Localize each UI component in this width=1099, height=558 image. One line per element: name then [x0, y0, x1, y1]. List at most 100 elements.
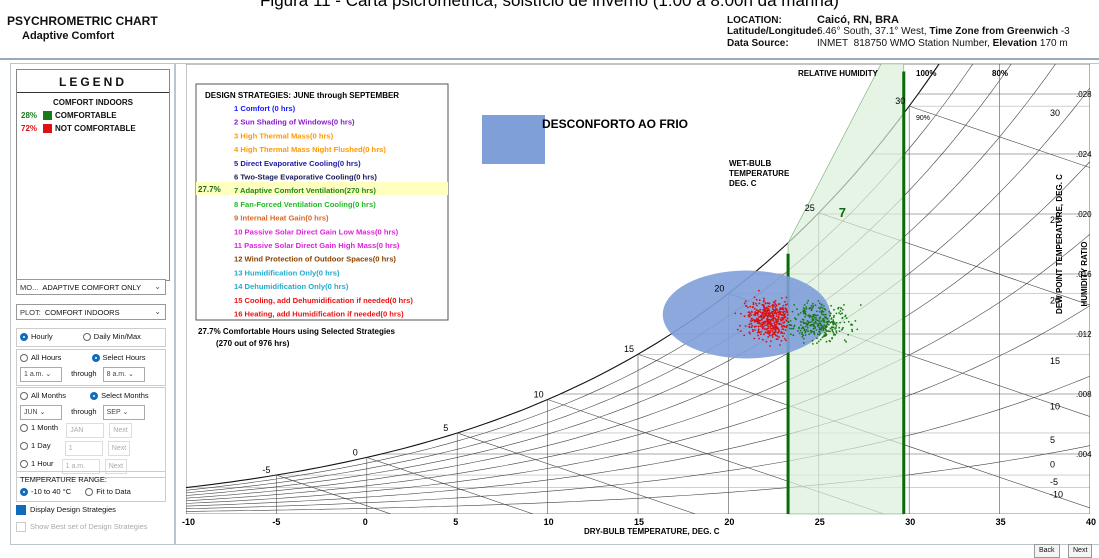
data-point-not-comfortable	[769, 319, 772, 321]
temp-range-a-radio[interactable]: -10 to 40 °C	[20, 487, 71, 496]
one-day-select[interactable]: 1	[64, 440, 103, 456]
data-point-comfortable	[843, 321, 846, 324]
month-to-select[interactable]: SEP ⌄	[102, 404, 145, 420]
data-point-comfortable	[800, 324, 802, 326]
month-from-select[interactable]: JUN ⌄	[20, 404, 62, 420]
x-tick-label: 20	[724, 517, 734, 527]
data-point-not-comfortable	[772, 320, 774, 322]
data-point-comfortable	[823, 321, 826, 323]
show-best-checkbox[interactable]: Show Best set of Design Strategies	[16, 522, 166, 533]
data-point-comfortable	[815, 318, 817, 321]
strategy-box	[195, 83, 449, 321]
data-point-comfortable	[807, 320, 809, 323]
source-value: INMET	[817, 38, 849, 49]
wetbulb-gridline	[909, 105, 1090, 168]
data-point-comfortable	[828, 339, 831, 342]
data-point-comfortable	[821, 307, 824, 309]
data-point-comfortable	[817, 323, 819, 325]
data-point-comfortable	[822, 310, 825, 313]
sidebar-panel: LEGEND COMFORT INDOORS 28% COMFORTABLE 7…	[10, 63, 175, 545]
data-point-not-comfortable	[780, 331, 783, 333]
hour-from-select[interactable]: 1 a.m. ⌄	[20, 366, 62, 382]
data-point-not-comfortable	[766, 310, 769, 313]
one-day-next-button[interactable]: Next	[107, 440, 131, 456]
data-point-not-comfortable	[767, 307, 769, 310]
x-tick-label: -10	[182, 517, 195, 527]
hour-to-select[interactable]: 8 a.m. ⌄	[102, 366, 145, 382]
data-point-not-comfortable	[753, 319, 756, 322]
one-month-radio[interactable]: 1 Month	[20, 423, 58, 432]
strategy-item-1: 1 Comfort (0 hrs)	[234, 104, 296, 113]
one-hour-select[interactable]: 1 a.m.	[61, 458, 100, 474]
data-point-not-comfortable	[736, 328, 739, 331]
data-point-comfortable	[829, 321, 832, 324]
data-point-comfortable	[813, 332, 816, 335]
one-hour-next-button[interactable]: Next	[104, 458, 128, 474]
data-point-not-comfortable	[768, 311, 771, 314]
data-point-not-comfortable	[760, 318, 763, 321]
strategy-item-9: 9 Internal Heat Gain(0 hrs)	[234, 214, 329, 223]
data-point-comfortable	[814, 304, 817, 307]
data-point-not-comfortable	[762, 300, 765, 303]
back-button[interactable]: Back	[1034, 544, 1060, 558]
hourly-group: Hourly Daily Min/Max	[16, 328, 166, 347]
data-point-comfortable	[840, 307, 842, 309]
one-month-next-button[interactable]: Next	[109, 422, 132, 438]
wetbulb-tick-label: -5	[262, 465, 270, 475]
rh-curve	[186, 64, 1012, 494]
select-months-radio[interactable]: Select Months	[90, 391, 149, 400]
one-month-label: 1 Month	[31, 423, 59, 432]
data-point-not-comfortable	[777, 315, 780, 318]
one-hour-radio[interactable]: 1 Hour	[20, 459, 54, 468]
data-point-not-comfortable	[782, 321, 784, 324]
data-point-comfortable	[812, 327, 815, 330]
data-point-not-comfortable	[771, 336, 774, 338]
select-hours-radio[interactable]: Select Hours	[91, 353, 145, 362]
data-point-comfortable	[805, 308, 808, 310]
data-point-comfortable	[820, 320, 822, 322]
data-point-not-comfortable	[768, 322, 770, 325]
data-point-not-comfortable	[783, 310, 785, 313]
strategy-item-4: 4 High Thermal Mass Night Flushed(0 hrs)	[234, 145, 386, 154]
data-point-not-comfortable	[775, 319, 778, 322]
data-point-not-comfortable	[774, 329, 777, 332]
data-point-comfortable	[791, 310, 794, 313]
data-point-not-comfortable	[764, 302, 767, 305]
all-months-radio[interactable]: All Months	[20, 391, 66, 400]
summary-line-1: 27.7% Comfortable Hours using Selected S…	[198, 327, 395, 336]
display-strategies-checkbox[interactable]: Display Design Strategies	[16, 505, 166, 516]
wetbulb-gridline	[276, 474, 392, 514]
data-point-not-comfortable	[774, 311, 777, 314]
data-point-comfortable	[835, 327, 837, 329]
mode-select[interactable]: MO... ADAPTIVE COMFORT ONLY ⌄	[16, 279, 166, 295]
data-point-comfortable	[838, 330, 841, 333]
data-point-comfortable	[841, 308, 844, 311]
one-month-select[interactable]: JAN	[66, 422, 105, 438]
data-point-not-comfortable	[782, 311, 784, 314]
daily-radio[interactable]: Daily Min/Max	[82, 332, 141, 341]
data-point-comfortable	[825, 313, 827, 316]
hour-to-value: 8 a.m.	[106, 370, 127, 378]
wmo-value: 818750 WMO Station Number,	[853, 38, 990, 49]
radio-icon	[20, 423, 28, 432]
one-day-radio[interactable]: 1 Day	[20, 441, 51, 450]
plot-select[interactable]: PLOT: COMFORT INDOORS ⌄	[16, 304, 166, 320]
data-point-comfortable	[844, 315, 846, 318]
data-point-not-comfortable	[739, 324, 741, 327]
next-button[interactable]: Next	[1068, 544, 1093, 558]
y-tick-label: .012	[1076, 330, 1092, 339]
all-hours-radio[interactable]: All Hours	[20, 353, 61, 362]
data-point-not-comfortable	[772, 314, 774, 317]
data-point-comfortable	[822, 313, 825, 316]
plot-label: PLOT:	[20, 307, 41, 317]
data-point-not-comfortable	[766, 318, 769, 321]
data-point-not-comfortable	[748, 331, 751, 334]
data-point-comfortable	[833, 314, 835, 317]
data-point-not-comfortable	[756, 311, 759, 314]
fit-to-data-radio[interactable]: Fit to Data	[85, 487, 131, 496]
hourly-radio[interactable]: Hourly	[20, 332, 53, 341]
data-point-not-comfortable	[775, 327, 778, 329]
data-point-comfortable	[830, 326, 833, 328]
data-point-not-comfortable	[780, 297, 783, 299]
data-point-comfortable	[819, 307, 821, 310]
